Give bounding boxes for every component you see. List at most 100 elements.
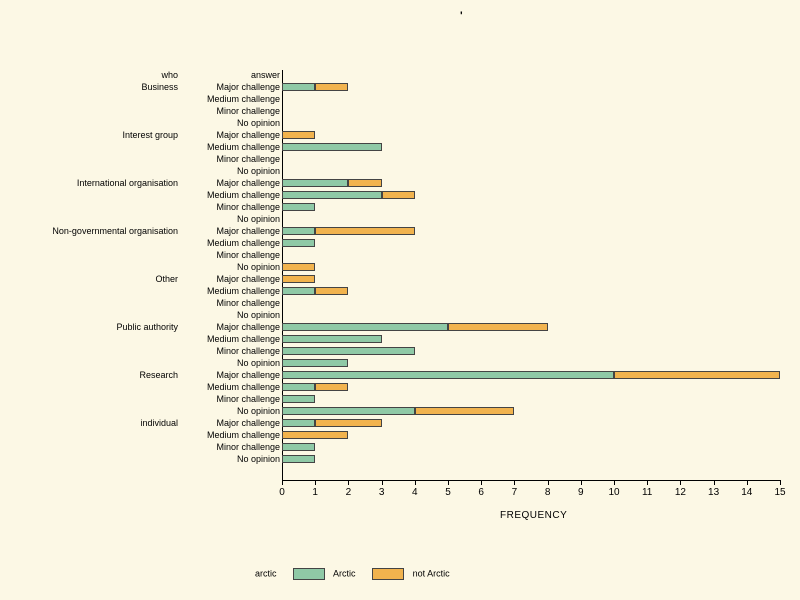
bar-arctic (282, 347, 415, 355)
x-tick-label: 12 (675, 487, 686, 498)
answer-label: Medium challenge (207, 382, 280, 392)
answer-label: No opinion (237, 118, 280, 128)
x-tick (747, 480, 748, 485)
x-tick (382, 480, 383, 485)
x-tick (647, 480, 648, 485)
bar-arctic (282, 395, 315, 403)
x-tick-label: 6 (478, 487, 484, 498)
answer-label: Minor challenge (216, 250, 280, 260)
who-label: Non-governmental organisation (52, 226, 178, 236)
answer-label: Minor challenge (216, 394, 280, 404)
x-tick (348, 480, 349, 485)
x-tick (680, 480, 681, 485)
bar-not-arctic (415, 407, 515, 415)
answer-label: Major challenge (216, 418, 280, 428)
answer-label: Minor challenge (216, 202, 280, 212)
bar-not-arctic (315, 227, 415, 235)
x-tick-label: 7 (512, 487, 518, 498)
bar-not-arctic (315, 83, 348, 91)
bar-not-arctic (282, 263, 315, 271)
x-tick (714, 480, 715, 485)
answer-label: Medium challenge (207, 238, 280, 248)
bar-not-arctic (282, 275, 315, 283)
x-axis-title: FREQUENCY (500, 510, 567, 521)
answer-label: Major challenge (216, 178, 280, 188)
answer-label: No opinion (237, 406, 280, 416)
bar-not-arctic (382, 191, 415, 199)
chart-title-mark: ' (460, 10, 463, 22)
answer-label: Medium challenge (207, 142, 280, 152)
bar-arctic (282, 191, 382, 199)
legend-label-not-arctic: not Arctic (413, 568, 450, 578)
bar-arctic (282, 143, 382, 151)
bar-arctic (282, 407, 415, 415)
x-tick-label: 1 (312, 487, 318, 498)
answer-label: No opinion (237, 454, 280, 464)
x-tick (780, 480, 781, 485)
bar-arctic (282, 179, 348, 187)
answer-label: Minor challenge (216, 442, 280, 452)
x-tick (282, 480, 283, 485)
legend-label-arctic: Arctic (333, 568, 356, 578)
who-label: Business (141, 82, 178, 92)
bar-not-arctic (315, 383, 348, 391)
x-tick (581, 480, 582, 485)
bar-not-arctic (614, 371, 780, 379)
bar-arctic (282, 419, 315, 427)
answer-label: Medium challenge (207, 286, 280, 296)
x-tick-label: 10 (608, 487, 619, 498)
answer-header: answer (251, 70, 280, 80)
answer-label: Major challenge (216, 130, 280, 140)
legend-swatch-arctic (293, 568, 325, 580)
answer-label: Major challenge (216, 274, 280, 284)
who-label: Research (139, 370, 178, 380)
bar-arctic (282, 287, 315, 295)
bar-arctic (282, 383, 315, 391)
answer-label: Minor challenge (216, 106, 280, 116)
x-tick-label: 8 (545, 487, 551, 498)
answer-label: Minor challenge (216, 346, 280, 356)
bar-arctic (282, 203, 315, 211)
who-label: Other (155, 274, 178, 284)
answer-label: Medium challenge (207, 190, 280, 200)
answer-label: No opinion (237, 262, 280, 272)
answer-label: No opinion (237, 358, 280, 368)
bar-arctic (282, 83, 315, 91)
answer-label: Medium challenge (207, 94, 280, 104)
answer-label: Medium challenge (207, 334, 280, 344)
who-header: who (161, 70, 178, 80)
answer-label: Minor challenge (216, 298, 280, 308)
legend-swatch-not-arctic (372, 568, 404, 580)
bar-not-arctic (315, 419, 381, 427)
answer-label: No opinion (237, 310, 280, 320)
x-tick-label: 2 (346, 487, 352, 498)
x-tick-label: 13 (708, 487, 719, 498)
x-tick-label: 15 (774, 487, 785, 498)
bar-not-arctic (282, 131, 315, 139)
legend-title: arctic (255, 568, 277, 578)
answer-label: Major challenge (216, 82, 280, 92)
x-tick (481, 480, 482, 485)
x-tick-label: 0 (279, 487, 285, 498)
legend: arctic Arctic not Arctic (255, 568, 450, 580)
bar-arctic (282, 455, 315, 463)
x-tick-label: 9 (578, 487, 584, 498)
answer-label: Major challenge (216, 370, 280, 380)
x-tick (614, 480, 615, 485)
answer-label: Major challenge (216, 226, 280, 236)
answer-label: Major challenge (216, 322, 280, 332)
x-tick (548, 480, 549, 485)
x-tick-label: 11 (642, 487, 652, 498)
answer-label: No opinion (237, 166, 280, 176)
bar-arctic (282, 359, 348, 367)
bar-not-arctic (448, 323, 548, 331)
who-label: International organisation (77, 178, 178, 188)
bar-arctic (282, 371, 614, 379)
x-tick (415, 480, 416, 485)
x-tick-label: 14 (741, 487, 752, 498)
x-tick (315, 480, 316, 485)
x-tick (448, 480, 449, 485)
x-tick-label: 5 (445, 487, 451, 498)
who-label: Public authority (116, 322, 178, 332)
bar-not-arctic (282, 431, 348, 439)
